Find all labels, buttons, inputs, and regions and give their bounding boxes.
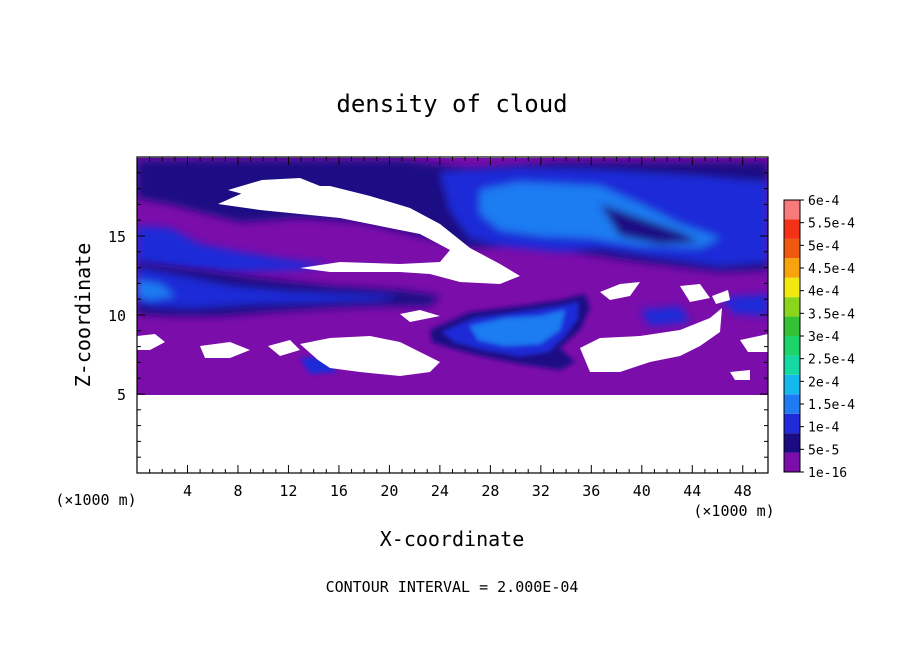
x-tick-label: 48 (734, 482, 752, 500)
colorbar-label: 6e-4 (808, 194, 839, 209)
colorbar-label: 5.5e-4 (808, 217, 855, 232)
lower-dense-layer (137, 262, 768, 326)
x-tick-label: 28 (481, 482, 499, 500)
colorbar-swatch (784, 219, 800, 239)
colorbar-label: 1.5e-4 (808, 398, 855, 413)
chart-title: density of cloud (336, 90, 567, 118)
x-unit-label-right: (×1000 m) (693, 502, 774, 520)
y-tick-label: 10 (108, 307, 126, 325)
colorbar-label: 1e-4 (808, 421, 839, 436)
colorbar-swatch (784, 452, 800, 472)
colorbar-swatch (784, 374, 800, 395)
contour-interval-note: CONTOUR INTERVAL = 2.000E-04 (326, 578, 579, 596)
colorbar-swatch (784, 316, 800, 336)
colorbar-label: 2.5e-4 (808, 353, 855, 368)
colorbar-swatch (784, 413, 800, 434)
colorbar: 1e-16 5e-5 1e-4 1.5e-4 2e-4 2.5e-4 3e-4 3.5e-4 4… (783, 194, 855, 481)
x-axis: 4 8 12 16 20 24 28 32 36 40 44 48 (149, 157, 756, 500)
colorbar-swatch (784, 277, 800, 298)
colorbar-label: 5e-5 (808, 443, 839, 458)
x-tick-label: 32 (532, 482, 550, 500)
x-tick-label: 16 (330, 482, 348, 500)
y-tick-label: 15 (108, 228, 126, 246)
colorbar-swatch (784, 394, 800, 414)
x-axis-label: X-coordinate (380, 527, 525, 551)
colorbar-label: 1e-16 (808, 466, 847, 481)
colorbar-swatch (784, 355, 800, 375)
y-axis-label: Z-coordinate (71, 243, 95, 388)
x-tick-label: 4 (183, 482, 192, 500)
cloud-density-field (137, 158, 768, 473)
colorbar-label: 3e-4 (808, 330, 839, 345)
colorbar-swatch (784, 336, 800, 356)
x-tick-label: 24 (431, 482, 449, 500)
x-tick-label: 40 (633, 482, 651, 500)
x-unit-label-left: (×1000 m) (55, 491, 136, 509)
colorbar-label: 2e-4 (808, 375, 839, 390)
x-tick-label: 8 (233, 482, 242, 500)
x-tick-label: 44 (683, 482, 701, 500)
cloud-free-lower-region (137, 395, 768, 473)
x-tick-label: 36 (582, 482, 600, 500)
colorbar-label: 4e-4 (808, 285, 839, 300)
x-tick-label: 20 (380, 482, 398, 500)
colorbar-label: 4.5e-4 (808, 262, 855, 277)
colorbar-swatch (784, 433, 800, 453)
y-tick-label: 5 (117, 386, 126, 404)
mid-level-cloud-blob (300, 294, 590, 374)
y-axis: 5 10 15 (108, 172, 768, 458)
colorbar-swatch (784, 200, 800, 220)
colorbar-swatch (784, 238, 800, 259)
cloud-free-gaps (137, 178, 768, 380)
colorbar-label: 3.5e-4 (808, 307, 855, 322)
x-tick-label: 12 (279, 482, 297, 500)
colorbar-swatch (784, 297, 800, 317)
colorbar-swatch (784, 258, 800, 278)
colorbar-label: 5e-4 (808, 239, 839, 254)
